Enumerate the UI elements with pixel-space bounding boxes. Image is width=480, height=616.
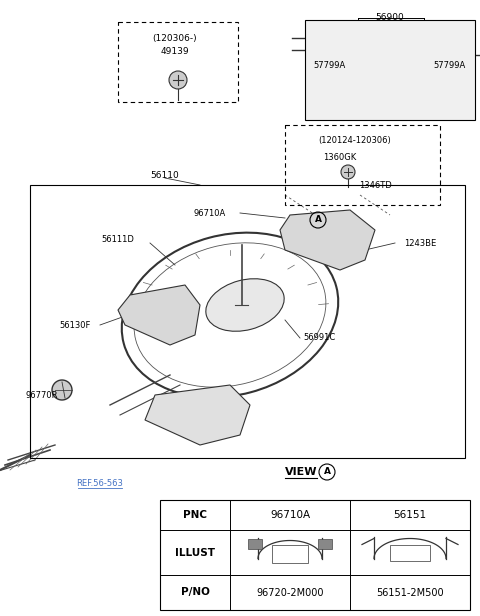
Text: 96710A: 96710A [194,208,226,217]
Text: 96710A: 96710A [270,510,310,520]
Text: (120124-120306): (120124-120306) [319,136,391,145]
Text: 56111D: 56111D [102,235,134,245]
Bar [305,20,475,120]
Text: 57799A: 57799A [434,60,466,70]
Text: 57799A: 57799A [314,60,346,70]
Text: 56151-2M500: 56151-2M500 [376,588,444,598]
Text: 56110: 56110 [151,171,180,179]
Ellipse shape [206,278,284,331]
Text: (120306-): (120306-) [153,33,197,43]
Text: 96770R: 96770R [26,391,58,400]
Circle shape [341,165,355,179]
Text: REF.56-563: REF.56-563 [77,479,123,487]
Polygon shape [118,285,200,345]
Bar [318,538,332,548]
Bar [160,500,470,610]
Text: 56900: 56900 [376,14,404,23]
Text: ILLUST: ILLUST [175,548,215,557]
Bar [30,185,465,458]
Polygon shape [145,385,250,445]
Text: A: A [314,216,322,224]
Text: PNC: PNC [183,510,207,520]
Bar [248,538,262,548]
Text: 1346TD: 1346TD [359,180,391,190]
Text: 96720-2M000: 96720-2M000 [256,588,324,598]
Text: P/NO: P/NO [180,588,209,598]
Text: VIEW: VIEW [285,467,317,477]
Text: 56130F: 56130F [60,320,91,330]
Bar [272,545,308,562]
Circle shape [169,71,187,89]
Text: A: A [324,468,331,477]
Text: 1243BE: 1243BE [404,238,436,248]
Bar [390,545,430,561]
Bar [285,125,440,205]
Text: 96770L: 96770L [180,424,211,432]
Bar [118,22,238,102]
Polygon shape [280,210,375,270]
FancyArrow shape [296,222,321,239]
Circle shape [52,380,72,400]
Text: 49139: 49139 [161,47,189,57]
Text: 56991C: 56991C [304,333,336,342]
Text: 1360GK: 1360GK [324,153,357,163]
Text: 56151: 56151 [394,510,427,520]
